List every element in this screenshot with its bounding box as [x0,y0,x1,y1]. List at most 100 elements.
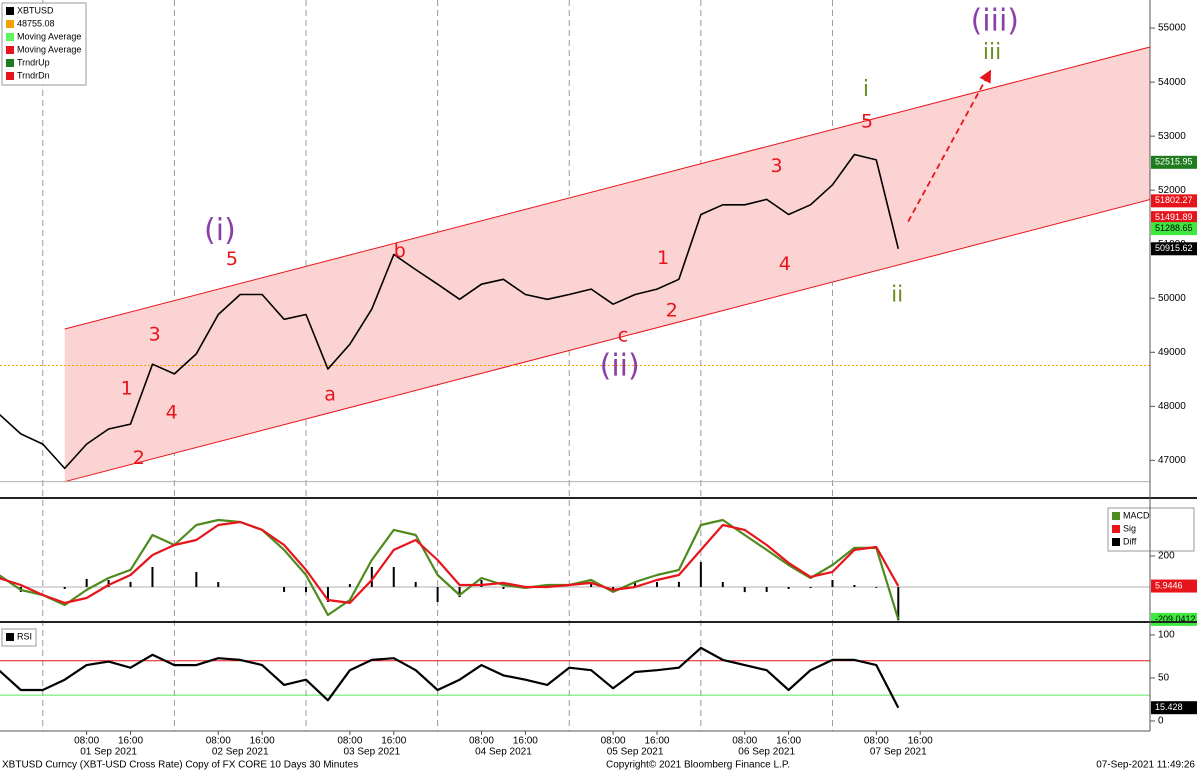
diff-bar [590,584,593,587]
legend-swatch [1112,512,1120,520]
wave-label: 1 [121,377,133,399]
diff-bar [151,566,154,587]
footer-center: Copyright© 2021 Bloomberg Finance L.P. [606,760,790,771]
diff-bar [787,586,790,589]
footer-left: XBTUSD Curncy (XBT-USD Cross Rate) Copy … [2,760,358,771]
wave-label: (i) [204,213,236,248]
wave-label: 4 [779,253,791,275]
legend-swatch [1112,525,1120,533]
x-tick-label: 08:00 [732,736,757,747]
date-label: 07 Sep 2021 [870,747,927,758]
x-tick-label: 08:00 [337,736,362,747]
channel-band [64,47,1150,482]
value-tag [1151,579,1197,593]
diff-bar [853,584,856,587]
diff-bar [655,582,658,587]
diff-bar [85,578,88,587]
wave-label: b [394,240,406,262]
date-label: 03 Sep 2021 [343,747,400,758]
diff-bar [897,586,900,621]
wave-label: i [863,77,869,102]
y-tick-label: 55000 [1158,23,1186,34]
legend-swatch [6,72,14,80]
legend-label: TrndrUp [17,57,50,67]
value-tag-label: 52515.95 [1155,157,1193,167]
wave-label: 3 [149,324,161,346]
value-tag [1151,222,1197,236]
wave-label: 1 [657,247,669,269]
diff-bar [765,586,768,592]
diff-bar [348,584,351,587]
legend-label: TrndrDn [17,70,50,80]
x-tick-label: 16:00 [908,736,933,747]
legend-label: Moving Average [17,31,81,41]
x-tick-label: 16:00 [513,736,538,747]
x-tick-label: 16:00 [118,736,143,747]
diff-bar [195,571,198,587]
legend-swatch [6,33,14,41]
wave-label: 4 [166,401,178,423]
diff-bar [392,566,395,587]
mid-layer [0,46,1151,709]
wave-label: a [324,383,336,405]
legend-label: RSI [17,631,32,641]
y-tick-label: 48000 [1158,401,1186,412]
legend-swatch [6,633,14,641]
y-tick-label: 54000 [1158,77,1186,88]
diff-bar [370,566,373,587]
value-tag [1151,194,1197,208]
diff-bar [677,581,680,587]
value-tag [1151,701,1197,715]
diff-bar [63,586,66,589]
diff-bar [721,582,724,587]
diff-bar [326,586,329,603]
legend-swatch [6,59,14,67]
wave-label: 5 [226,248,238,270]
diff-bar [502,586,505,589]
y-tick-label: 49000 [1158,347,1186,358]
diff-bar [283,586,286,592]
front-layer: 08:00 16:00 08:00 16:00 08:00 16:00 08:00 16:00… [1,2,1197,758]
diff-bar [107,580,110,587]
legend-swatch [6,46,14,54]
value-tag-label: 51491.89 [1155,212,1193,222]
wave-label: 2 [666,300,678,322]
series-line [0,518,900,620]
date-label: 04 Sep 2021 [475,747,532,758]
channel-lower [64,199,1151,483]
legend-box [1107,507,1195,552]
y-tick-label: 50000 [1158,293,1186,304]
diff-bar [875,586,878,588]
diff-bar [699,562,702,587]
diff-bar [436,586,439,603]
date-label: 02 Sep 2021 [212,747,269,758]
legend-swatch [6,20,14,28]
wave-label: ii [891,282,903,307]
legend-box [1,2,87,86]
legend-label: Sig [1123,523,1136,533]
wave-label: iii [983,40,1001,65]
wave-label: 3 [770,155,782,177]
series-line [0,520,900,604]
y-tick-label: 47000 [1158,455,1186,466]
series-line [0,646,900,709]
legend-label: Moving Average [17,44,81,54]
projection-arrow [907,69,992,222]
value-tag-label: 50915.62 [1155,243,1193,253]
legend-label: XBTUSD [17,5,54,15]
diff-bar [634,582,637,587]
diff-bar [414,582,417,587]
x-tick-label: 16:00 [381,736,406,747]
diff-bar [831,580,834,587]
value-tag-label: -209.0412 [1155,614,1196,624]
x-tick-label: 16:00 [776,736,801,747]
date-label: 05 Sep 2021 [607,747,664,758]
x-tick-label: 08:00 [864,736,889,747]
legend-swatch [1112,538,1120,546]
y-tick-label: 52000 [1158,185,1186,196]
wave-label: 2 [133,447,145,469]
wave-label: c [618,325,628,347]
date-label: 01 Sep 2021 [80,747,137,758]
